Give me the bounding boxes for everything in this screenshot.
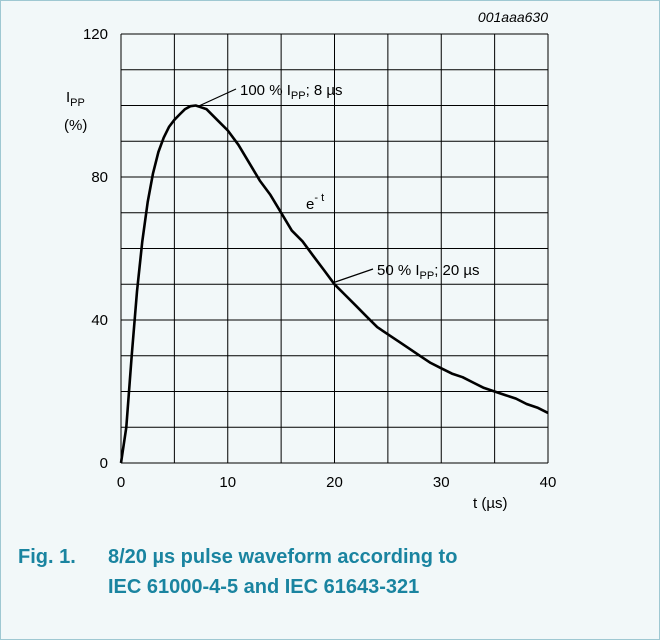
figure-number: Fig. 1. (18, 546, 76, 568)
annotation-exponential: e- t (306, 192, 324, 213)
y-axis-unit: (%) (64, 117, 87, 134)
caption-line-1: 8/20 µs pulse waveform according to (108, 546, 458, 568)
x-tick-label: 10 (219, 474, 236, 491)
caption-line-2: IEC 61000-4-5 and IEC 61643-321 (108, 576, 420, 598)
figure-code: 001aaa630 (478, 9, 548, 25)
annotation-half-value: 50 % IPP; 20 µs (377, 262, 480, 282)
y-tick-label: 0 (100, 455, 108, 472)
chart-grid (120, 33, 549, 464)
x-tick-label: 20 (326, 474, 343, 491)
svg-text:e- t: e- t (306, 192, 324, 213)
svg-text:50 % IPP; 20 µs: 50 % IPP; 20 µs (377, 262, 480, 282)
annotation-leaders (197, 88, 374, 283)
y-tick-label: 120 (83, 26, 108, 43)
pulse-waveform-chart: 0 10 20 30 40 0 40 80 120 001aaa630 IPP (%) t (µ… (64, 9, 556, 512)
x-tick-label: 0 (117, 474, 125, 491)
annotation-peak: 100 % IPP; 8 µs (240, 82, 343, 102)
figure-caption: Fig. 1. 8/20 µs pulse waveform according … (18, 542, 457, 602)
y-tick-label: 80 (91, 169, 108, 186)
x-tick-label: 30 (433, 474, 450, 491)
leader-half-value (334, 268, 374, 283)
y-axis-label: IPP (66, 89, 85, 109)
chart-ticks: 0 10 20 30 40 0 40 80 120 (83, 26, 556, 491)
svg-text:100 % IPP; 8 µs: 100 % IPP; 8 µs (240, 82, 343, 102)
x-axis-label: t (µs) (473, 495, 507, 512)
y-tick-label: 40 (91, 312, 108, 329)
series-line-pulse (119, 104, 549, 464)
leader-peak (197, 88, 237, 108)
x-tick-label: 40 (540, 474, 557, 491)
